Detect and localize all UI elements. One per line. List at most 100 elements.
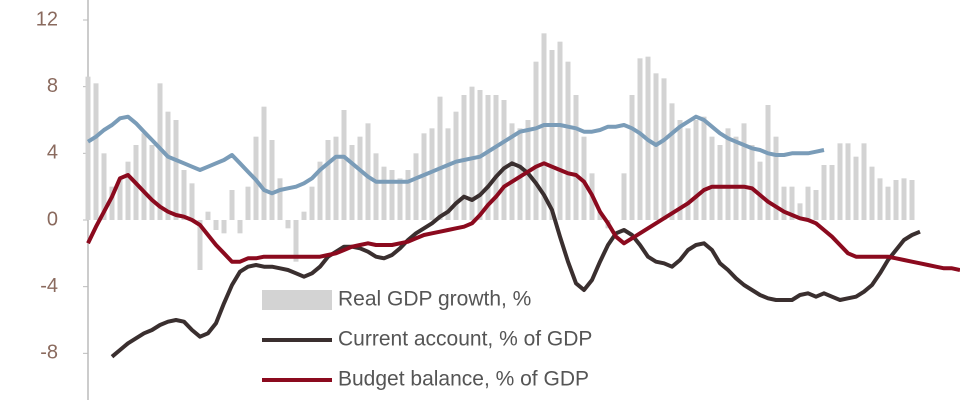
bar [597, 211, 603, 220]
line-series [86, 114, 825, 196]
bar [757, 161, 763, 220]
bar [381, 166, 387, 220]
bar [93, 83, 99, 220]
bar [725, 128, 731, 220]
bar [197, 220, 203, 270]
bar [557, 41, 563, 220]
bar [493, 95, 499, 220]
bar [181, 170, 187, 220]
bar [573, 95, 579, 220]
bar [141, 133, 147, 220]
bar [245, 186, 251, 220]
bar [325, 140, 331, 220]
bar [869, 166, 875, 220]
bar [341, 110, 347, 220]
legend-label: Real GDP growth, % [338, 288, 531, 311]
bar [389, 170, 395, 220]
bar [893, 180, 899, 220]
bar [909, 180, 915, 220]
bar [445, 128, 451, 220]
bar [709, 136, 715, 220]
bar [885, 186, 891, 220]
legend-label: Current account, % of GDP [338, 328, 592, 351]
y-tick-label: 4 [47, 142, 58, 164]
bar [813, 190, 819, 220]
bar [741, 123, 747, 220]
bar [413, 153, 419, 220]
bar [453, 111, 459, 220]
bar [837, 143, 843, 220]
bar [85, 76, 91, 221]
bar [661, 78, 667, 220]
bar [109, 186, 115, 220]
bar [629, 95, 635, 220]
y-tick-label: -8 [40, 342, 58, 364]
bar [533, 61, 539, 220]
bar [173, 120, 179, 220]
bar [677, 120, 683, 220]
bar [317, 161, 323, 220]
bar [621, 173, 627, 220]
bar [693, 120, 699, 220]
bar [165, 111, 171, 220]
bar [429, 128, 435, 220]
y-tick-label: -4 [40, 275, 58, 297]
y-tick-label: 12 [36, 8, 58, 30]
bar [269, 140, 275, 220]
bar [373, 153, 379, 220]
bar [485, 95, 491, 220]
bar [349, 145, 355, 220]
legend-swatch [262, 290, 332, 310]
bar [565, 61, 571, 220]
bar [205, 211, 211, 220]
bar [117, 178, 123, 220]
bar [125, 161, 131, 220]
bar [749, 145, 755, 220]
bar [733, 136, 739, 220]
bar [581, 136, 587, 220]
bar [501, 100, 507, 220]
bar [157, 83, 163, 220]
bar [189, 183, 195, 220]
bar [773, 136, 779, 220]
bar [901, 178, 907, 220]
bar [333, 136, 339, 220]
bar [821, 165, 827, 220]
bar [261, 106, 267, 220]
bar [717, 145, 723, 220]
bar [309, 186, 315, 220]
bar [509, 123, 515, 220]
bar [861, 143, 867, 220]
bar [701, 116, 707, 220]
bar [845, 143, 851, 220]
bar [637, 58, 643, 221]
legend-label: Budget balance, % of GDP [338, 368, 589, 391]
bar [277, 178, 283, 220]
bar [229, 190, 235, 220]
bar [285, 220, 291, 229]
y-tick-label: 8 [47, 75, 58, 97]
bar [237, 220, 243, 234]
bar [357, 136, 363, 220]
bar [101, 153, 107, 220]
bar [669, 103, 675, 220]
y-tick-label: 0 [47, 208, 58, 230]
bar [149, 145, 155, 220]
bar [829, 165, 835, 220]
bar [365, 123, 371, 220]
bar [765, 105, 771, 220]
bar [797, 203, 803, 220]
bar [877, 178, 883, 220]
bar [517, 128, 523, 220]
bar [781, 186, 787, 220]
bar [685, 128, 691, 220]
bar [853, 156, 859, 220]
line-series [86, 161, 960, 272]
bar [397, 178, 403, 220]
bar [221, 220, 227, 234]
bar [461, 95, 467, 220]
bar [469, 86, 475, 221]
bar [805, 186, 811, 220]
